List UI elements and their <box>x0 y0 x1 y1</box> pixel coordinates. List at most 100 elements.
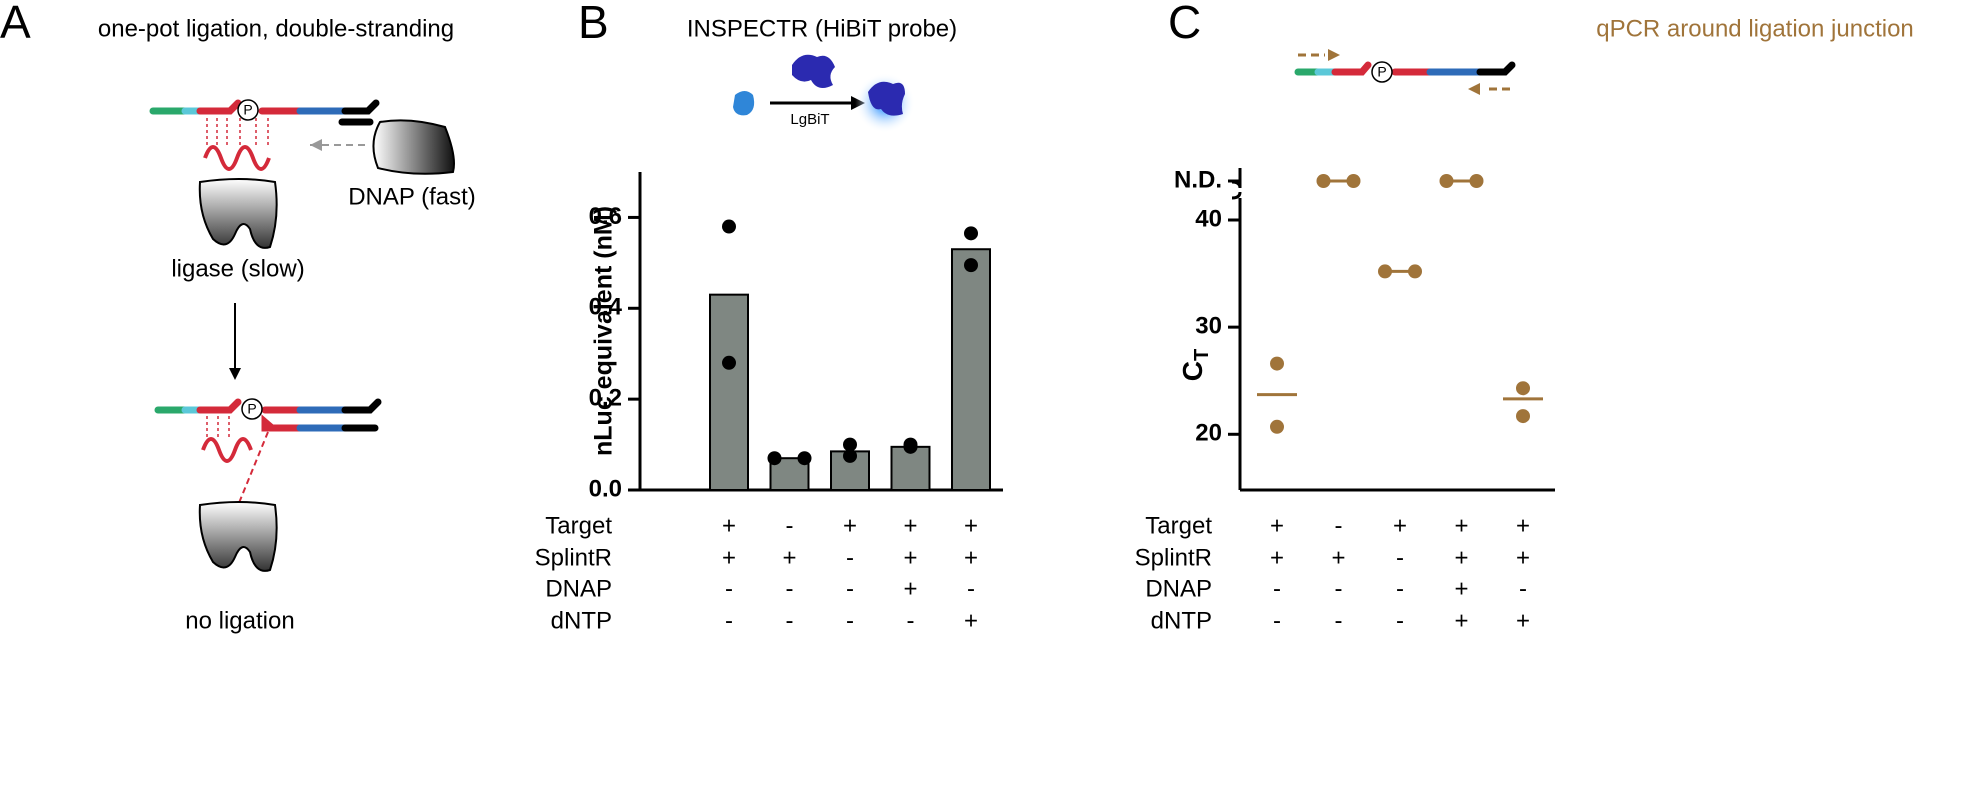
data-point <box>722 219 736 234</box>
condition-sign: + <box>1393 512 1407 539</box>
data-point <box>1378 264 1392 279</box>
condition-sign: - <box>725 575 733 602</box>
condition-sign: - <box>967 575 975 602</box>
data-point <box>843 437 857 452</box>
condition-label: dNTP <box>1151 607 1212 634</box>
ligase-shape <box>198 501 278 572</box>
condition-sign: + <box>1516 607 1530 634</box>
condition-sign: - <box>725 607 733 634</box>
data-point <box>964 258 978 273</box>
phosphate-label: P <box>247 401 256 417</box>
condition-label: DNAP <box>545 575 612 602</box>
result-label: no ligation <box>185 607 294 634</box>
condition-label: DNAP <box>1145 575 1212 602</box>
data-point <box>964 226 978 241</box>
rna <box>203 145 271 171</box>
phosphate-label: P <box>1377 64 1386 80</box>
y-tick-label: 40 <box>1195 205 1222 232</box>
condition-sign: + <box>1270 512 1284 539</box>
data-point <box>797 451 812 466</box>
dnap-label: DNAP (fast) <box>348 183 476 210</box>
condition-sign: + <box>1516 544 1530 571</box>
condition-label: dNTP <box>551 607 612 634</box>
data-point <box>903 437 918 452</box>
phosphate-label: P <box>243 102 252 118</box>
y-tick-label: 20 <box>1195 420 1222 447</box>
panel-label: A <box>0 0 31 48</box>
y-tick-label: 0.4 <box>589 294 623 321</box>
data-point <box>1516 381 1530 396</box>
chart-title: INSPECTR (HiBiT probe) <box>687 15 957 42</box>
condition-sign: + <box>1454 575 1468 602</box>
condition-label: Target <box>545 512 612 539</box>
condition-sign: - <box>786 575 794 602</box>
ligase-shape <box>198 178 278 249</box>
rna <box>201 437 253 463</box>
condition-sign: + <box>782 544 796 571</box>
condition-sign: + <box>903 544 917 571</box>
y-tick-label: 0.6 <box>589 203 622 230</box>
phosphate <box>237 99 259 121</box>
condition-sign: - <box>1273 575 1281 602</box>
dna-qpcr <box>1294 61 1516 76</box>
bar <box>951 248 991 491</box>
condition-sign: - <box>786 607 794 634</box>
bar <box>709 293 749 491</box>
data-point <box>722 355 736 370</box>
condition-sign: - <box>786 512 794 539</box>
y-tick-label: 30 <box>1195 312 1222 339</box>
y-axis-label: CT <box>1177 349 1213 381</box>
condition-sign: - <box>1396 575 1404 602</box>
data-point <box>767 451 782 466</box>
condition-sign: + <box>964 544 978 571</box>
lgbit-icon <box>792 54 835 89</box>
condition-sign: - <box>846 607 854 634</box>
y-axis-label: nLuc equivalent (nM) <box>590 206 618 456</box>
data-point <box>1516 409 1530 424</box>
condition-sign: + <box>964 512 978 539</box>
condition-sign: + <box>1454 607 1468 634</box>
condition-label: SplintR <box>1135 544 1212 571</box>
condition-sign: + <box>1331 544 1345 571</box>
chart-title: qPCR around ligation junction <box>1596 15 1914 42</box>
phosphate <box>1371 61 1393 83</box>
data-point <box>1346 174 1361 188</box>
condition-sign: + <box>1454 544 1468 571</box>
condition-sign: - <box>1519 575 1527 602</box>
dnap-shape <box>372 119 455 175</box>
condition-sign: - <box>846 544 854 571</box>
arrowhead <box>1468 83 1480 95</box>
condition-sign: - <box>1396 544 1404 571</box>
condition-sign: - <box>1335 512 1343 539</box>
data-point <box>1316 174 1331 188</box>
panel-title: one-pot ligation, double-stranding <box>98 15 454 42</box>
condition-sign: + <box>1516 512 1530 539</box>
nd-label: N.D. <box>1174 166 1222 193</box>
condition-sign: - <box>1396 607 1404 634</box>
condition-sign: - <box>1335 575 1343 602</box>
dna-bottom <box>154 398 382 432</box>
condition-sign: + <box>903 512 917 539</box>
phosphate <box>241 398 263 420</box>
icon-label: LgBiT <box>790 111 829 128</box>
condition-sign: + <box>903 575 917 602</box>
data-point <box>1469 174 1484 188</box>
condition-sign: - <box>907 607 915 634</box>
condition-sign: + <box>722 544 736 571</box>
condition-sign: - <box>846 575 854 602</box>
condition-sign: + <box>722 512 736 539</box>
dna-top <box>149 99 380 126</box>
complex-icon <box>868 81 905 116</box>
hibit-icon <box>733 91 755 116</box>
arrowhead <box>310 139 322 151</box>
inhibition <box>231 431 269 521</box>
y-axis-label-main: C <box>1177 361 1208 381</box>
condition-label: SplintR <box>535 544 612 571</box>
condition-label: Target <box>1145 512 1212 539</box>
data-point <box>1270 419 1284 434</box>
data-point <box>1270 356 1284 371</box>
pairing <box>206 118 269 145</box>
condition-sign: + <box>843 512 857 539</box>
y-tick-label: 0.2 <box>589 384 622 411</box>
